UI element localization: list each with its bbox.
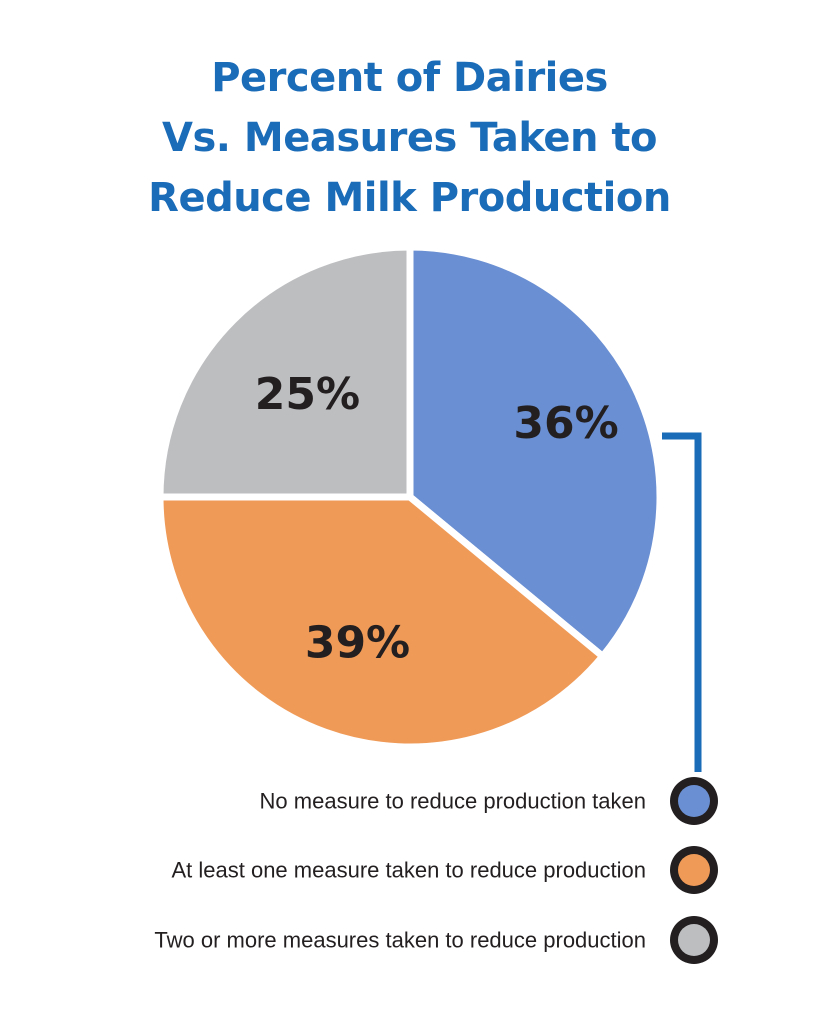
chart-title-line-3: Reduce Milk Production: [148, 175, 671, 221]
pie-slice-at-least-one-measure-taken-to-reduce-production: [156, 493, 607, 751]
chart-title: Percent of Dairies Vs. Measures Taken to…: [0, 48, 819, 228]
pie-data-label: 36%: [513, 398, 618, 449]
legend: No measure to reduce production taken At …: [154, 777, 718, 964]
legend-marker-two-or-more-measures-taken-to-reduce-production: [678, 924, 710, 956]
pie-slice-two-or-more-measures-taken-to-reduce-production: [156, 243, 414, 501]
legend-label: No measure to reduce production taken: [260, 789, 646, 814]
legend-label: At least one measure taken to reduce pro…: [171, 858, 646, 883]
pie-slice-no-measure-to-reduce-production-taken: [406, 243, 664, 660]
pie-slices: [156, 243, 664, 751]
legend-marker-at-least-one-measure-taken-to-reduce-production: [678, 854, 710, 886]
legend-marker-no-measure-to-reduce-production-taken: [678, 785, 710, 817]
chart-title-line-1: Percent of Dairies: [211, 55, 608, 101]
pie-data-label: 39%: [305, 617, 410, 668]
pie-labels: 36% 39% 25%: [255, 369, 619, 668]
legend-connector-line: [662, 432, 702, 772]
chart-title-line-2: Vs. Measures Taken to: [162, 115, 657, 161]
legend-label: Two or more measures taken to reduce pro…: [154, 928, 646, 953]
pie-data-label: 25%: [255, 369, 360, 420]
